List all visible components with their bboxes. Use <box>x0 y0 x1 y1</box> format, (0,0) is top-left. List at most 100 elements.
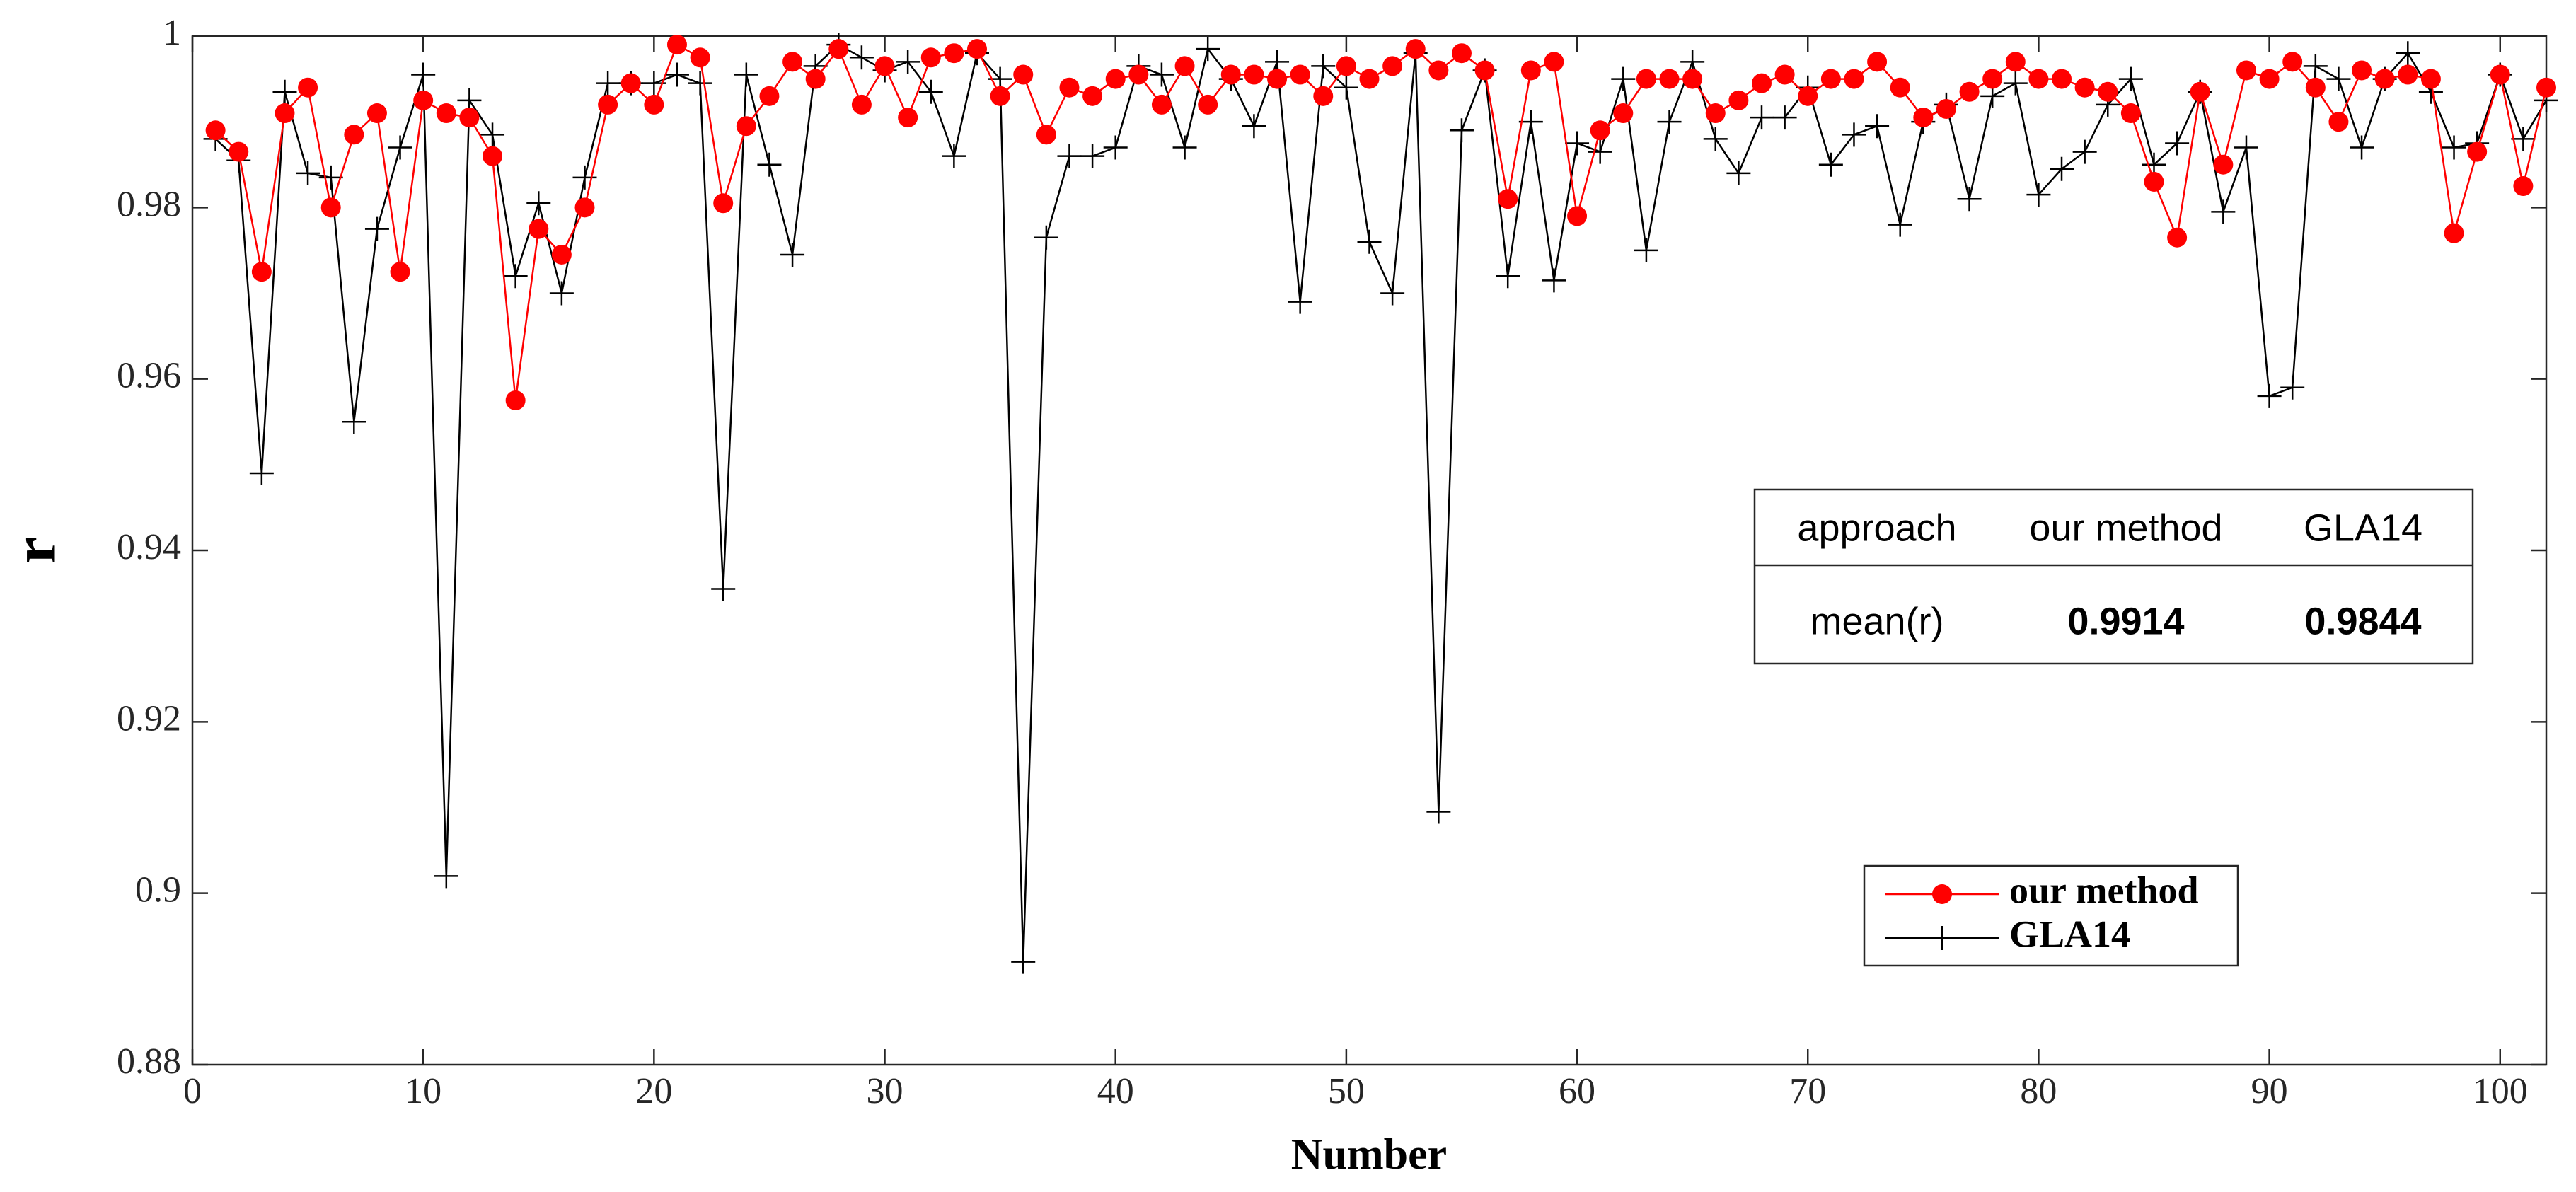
marker <box>2259 69 2280 89</box>
marker <box>1590 120 1610 141</box>
table-header: GLA14 <box>2304 507 2422 549</box>
table-cell: 0.9914 <box>2067 600 2184 642</box>
marker <box>2026 183 2051 207</box>
marker <box>1636 69 1656 89</box>
marker <box>690 47 710 68</box>
marker <box>2282 52 2303 72</box>
marker <box>1936 98 1956 119</box>
marker <box>1451 43 1472 64</box>
marker <box>1336 56 1356 76</box>
marker <box>1634 238 1658 262</box>
marker <box>759 86 780 106</box>
marker <box>2072 139 2097 164</box>
marker <box>2074 77 2095 98</box>
x-tick-label: 10 <box>405 1071 441 1111</box>
marker <box>2536 77 2556 98</box>
x-tick-label: 70 <box>1789 1071 1826 1111</box>
marker <box>1405 39 1426 59</box>
x-tick-label: 100 <box>2473 1071 2528 1111</box>
marker <box>318 165 343 190</box>
legend-label: our method <box>2009 869 2199 911</box>
marker <box>898 108 918 128</box>
marker <box>2167 227 2188 248</box>
marker <box>2211 199 2236 224</box>
marker <box>2374 69 2395 89</box>
marker <box>2257 383 2282 408</box>
marker <box>666 35 687 55</box>
marker <box>920 47 941 68</box>
marker <box>942 144 966 168</box>
marker <box>2420 69 2441 89</box>
marker <box>1982 69 2003 89</box>
marker <box>1798 86 1818 106</box>
marker <box>2444 223 2464 243</box>
marker <box>296 161 320 185</box>
marker <box>2511 127 2536 151</box>
marker <box>1151 94 1172 115</box>
marker <box>1542 268 1566 293</box>
x-tick-label: 50 <box>1328 1071 1365 1111</box>
marker <box>2118 66 2143 91</box>
marker <box>944 43 964 64</box>
marker <box>1290 64 1310 85</box>
marker <box>1820 69 1841 89</box>
marker <box>551 244 572 265</box>
marker <box>1013 64 1034 85</box>
marker <box>2236 60 2256 81</box>
y-tick-label: 1 <box>163 13 181 53</box>
marker <box>574 197 595 218</box>
marker <box>2328 112 2349 132</box>
marker <box>1913 108 1934 128</box>
marker <box>390 262 410 282</box>
marker <box>2398 64 2418 85</box>
marker <box>1426 799 1451 824</box>
marker <box>736 116 756 137</box>
marker <box>249 461 274 485</box>
table-header: approach <box>1797 507 1956 549</box>
marker <box>1496 264 1520 289</box>
marker <box>503 264 528 289</box>
marker <box>2190 81 2210 102</box>
marker <box>1867 52 1888 72</box>
y-axis-label: r <box>1 537 69 564</box>
marker <box>526 191 551 216</box>
marker <box>505 390 526 410</box>
marker <box>480 122 505 147</box>
y-tick-label: 0.98 <box>117 184 181 224</box>
marker <box>851 94 872 115</box>
marker <box>2234 135 2258 160</box>
marker <box>572 165 597 190</box>
marker <box>1682 69 1703 89</box>
marker <box>1057 144 1082 168</box>
marker <box>1774 64 1795 85</box>
marker <box>434 864 458 889</box>
marker <box>1172 135 1197 160</box>
series-line <box>214 43 2548 401</box>
marker <box>1034 225 1058 250</box>
marker <box>1082 86 1103 106</box>
marker <box>2305 77 2326 98</box>
y-tick-label: 0.9 <box>135 870 181 910</box>
marker <box>2352 60 2372 81</box>
marker <box>1613 103 1634 124</box>
marker <box>1772 105 1797 130</box>
marker <box>1705 103 1726 124</box>
marker <box>1865 114 1890 139</box>
marker <box>713 193 734 214</box>
marker <box>1567 206 1588 226</box>
marker <box>1288 289 1312 314</box>
marker <box>990 86 1010 106</box>
marker <box>2303 54 2328 79</box>
marker <box>1657 110 1682 134</box>
marker <box>272 79 297 104</box>
marker <box>413 90 434 110</box>
marker <box>1888 212 1912 237</box>
marker <box>1242 114 1266 139</box>
legend-marker <box>1930 926 1954 950</box>
marker <box>388 135 412 160</box>
table-box <box>1753 488 2474 665</box>
marker <box>849 45 874 70</box>
marker <box>664 62 689 87</box>
marker <box>1357 229 1382 254</box>
